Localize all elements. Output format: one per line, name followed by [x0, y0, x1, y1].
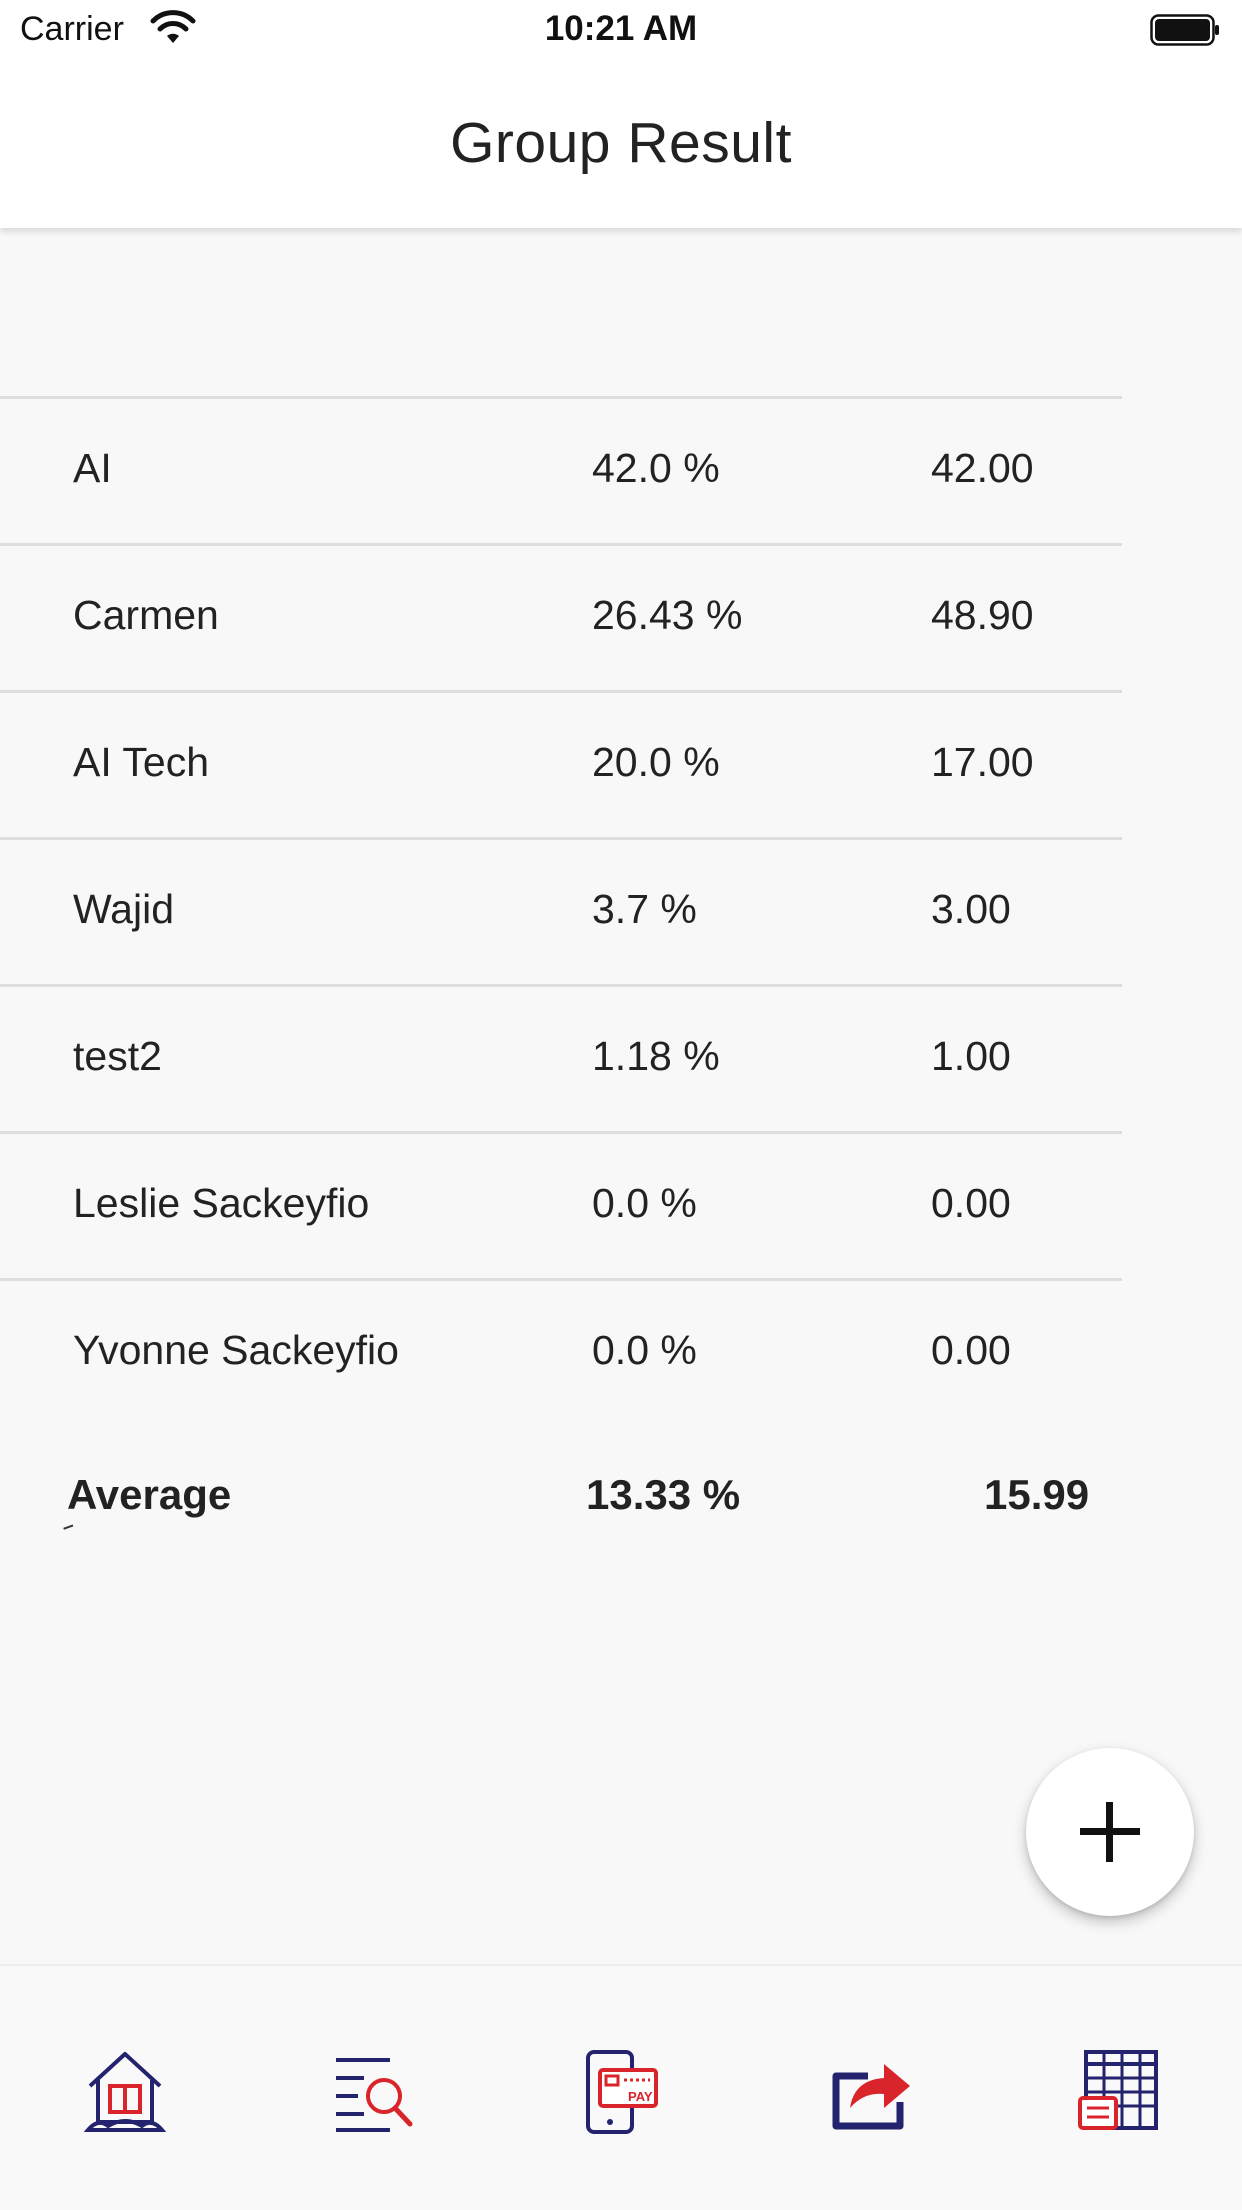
member-value: 1.00 [931, 1033, 1011, 1079]
table-row: AI 42.0 % 42.00 [0, 396, 1122, 543]
member-value: 17.00 [931, 739, 1034, 785]
member-percent: 3.7 % [592, 886, 697, 932]
table-row: Leslie Sackeyfio 0.0 % 0.00 [0, 1131, 1122, 1278]
member-name: Wajid [73, 886, 174, 932]
average-label: Average [67, 1471, 232, 1518]
share-icon [832, 2064, 910, 2130]
nav-spreadsheet[interactable] [1076, 2046, 1166, 2136]
member-value: 0.00 [931, 1180, 1011, 1226]
member-value: 42.00 [931, 445, 1034, 491]
table-row: Carmen 26.43 % 48.90 [0, 543, 1122, 690]
table-row: test2 1.18 % 1.00 [0, 984, 1122, 1131]
average-percent: 13.33 % [586, 1471, 741, 1518]
add-button[interactable] [1026, 1748, 1194, 1916]
table-row: AI Tech 20.0 % 17.00 [0, 690, 1122, 837]
bottom-nav: PAY [0, 1964, 1242, 2210]
status-bar: Carrier 10:21 AM [0, 0, 1242, 60]
member-name: test2 [73, 1033, 162, 1079]
member-percent: 20.0 % [592, 739, 720, 785]
member-percent: 0.0 % [592, 1180, 697, 1226]
table-row: Wajid 3.7 % 3.00 [0, 837, 1122, 984]
search-list-icon [336, 2058, 413, 2132]
member-percent: 42.0 % [592, 445, 720, 491]
member-value: 48.90 [931, 592, 1034, 638]
member-name: AI [73, 445, 112, 491]
results-table: AI 42.0 % 42.00 Carmen 26.43 % 48.90 AI … [0, 396, 1122, 1425]
carrier-label: Carrier [20, 10, 124, 48]
nav-share[interactable] [828, 2046, 918, 2136]
plus-icon [1080, 1802, 1140, 1862]
pay-badge-text: PAY [628, 2089, 653, 2104]
spreadsheet-icon [1078, 2050, 1158, 2130]
battery-icon [1150, 14, 1219, 46]
home-icon [83, 2052, 167, 2132]
member-percent: 0.0 % [592, 1327, 697, 1373]
app-bar: Group Result [0, 60, 1242, 228]
wifi-icon [150, 10, 196, 43]
status-time: 10:21 AM [544, 9, 698, 48]
member-name: AI Tech [73, 739, 209, 785]
member-value: 0.00 [931, 1327, 1011, 1373]
average-row: Average 13.33 % 15.99 [0, 1455, 1122, 1545]
nav-pay[interactable]: PAY [576, 2046, 666, 2136]
nav-home[interactable] [80, 2046, 170, 2136]
member-percent: 1.18 % [592, 1033, 720, 1079]
average-value: 15.99 [984, 1471, 1090, 1518]
member-name: Yvonne Sackeyfio [73, 1327, 399, 1373]
member-value: 3.00 [931, 886, 1011, 932]
table-row: Yvonne Sackeyfio 0.0 % 0.00 [0, 1278, 1122, 1425]
mobile-pay-icon: PAY [586, 2050, 658, 2134]
member-percent: 26.43 % [592, 592, 743, 638]
nav-search[interactable] [328, 2046, 418, 2136]
member-name: Carmen [73, 592, 219, 638]
page-title: Group Result [450, 111, 792, 175]
member-name: Leslie Sackeyfio [73, 1180, 370, 1226]
